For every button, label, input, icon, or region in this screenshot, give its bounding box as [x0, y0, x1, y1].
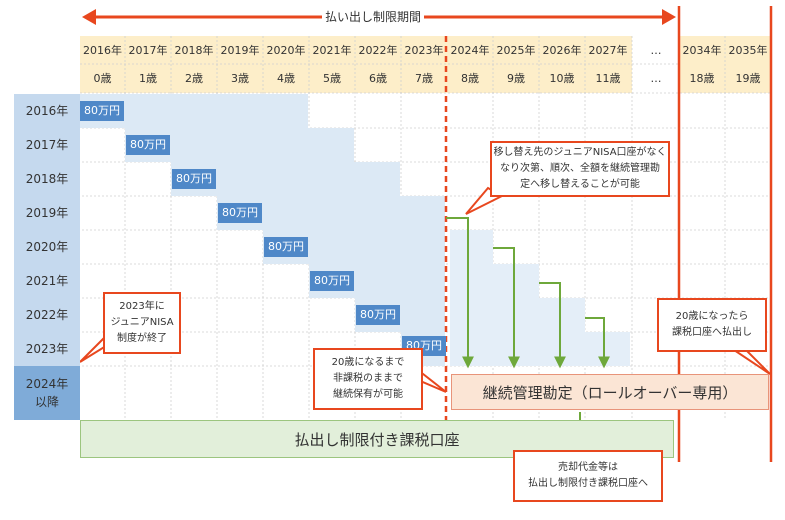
callout-tax-free-line2: 非課税のままで	[332, 373, 403, 384]
header-background	[80, 36, 632, 93]
callout-end-line3: 制度が終了	[116, 333, 167, 344]
year-2034: 2034年	[682, 44, 722, 57]
callout-end: 2023年に ジュニアNISA 制度が終了	[103, 292, 181, 354]
age-6: 6歳	[369, 72, 387, 85]
amount-2020: 80万円	[264, 237, 308, 257]
callout-transfer-line1: 移し替え先のジュニアNISA口座がなく	[493, 147, 667, 158]
age-ellipsis: …	[650, 72, 662, 85]
callout-transfer-line2: なり次第、順次、全額を継続管理勘	[499, 163, 660, 174]
rollover-account-label: 継続管理勘定（ロールオーバー専用）	[482, 383, 738, 402]
callout-transfer-line3: 定へ移し替えることが可能	[520, 179, 640, 190]
callout-tax-free: 20歳になるまで 非課税のままで 継続保有が可能	[313, 348, 423, 410]
row-label-2017: 2017年	[14, 128, 80, 162]
callout-age20-line1: 20歳になったら	[675, 311, 749, 322]
callout-end-line1: 2023年に	[119, 301, 165, 312]
amount-2021: 80万円	[310, 271, 354, 291]
age-0: 0歳	[93, 72, 112, 85]
callout-tax-free-line3: 継続保有が可能	[332, 389, 403, 400]
age-7: 7歳	[415, 72, 433, 85]
row-label-2020: 2020年	[14, 230, 80, 264]
amount-2022: 80万円	[356, 305, 400, 325]
row-label-2016: 2016年	[14, 94, 80, 128]
callout-age20-line2: 課税口座へ払出し	[672, 327, 752, 338]
year-2026: 2026年	[542, 44, 582, 57]
age-9: 9歳	[507, 72, 525, 85]
amount-2017: 80万円	[126, 135, 170, 155]
age-19: 19歳	[735, 72, 761, 85]
rollover-account-box: 継続管理勘定（ロールオーバー専用）	[451, 374, 769, 410]
callout-sale-line2: 払出し制限付き課税口座へ	[528, 478, 648, 489]
year-2023: 2023年	[404, 44, 444, 57]
holding-blocks	[80, 94, 445, 366]
age-5: 5歳	[323, 72, 341, 85]
age-2: 2歳	[185, 72, 203, 85]
row-label-2021: 2021年	[14, 264, 80, 298]
row-label-onward: 以降	[34, 395, 59, 409]
row-label-2019: 2019年	[14, 196, 80, 230]
callout-sale-line1: 売却代金等は	[558, 462, 618, 473]
restricted-account-box: 払出し制限付き課税口座	[80, 420, 674, 458]
age-4: 4歳	[277, 72, 295, 85]
row-label-2024: 2024年	[25, 377, 69, 391]
year-ellipsis: …	[650, 44, 662, 57]
age-8: 8歳	[461, 72, 479, 85]
amount-2019: 80万円	[218, 203, 262, 223]
year-2019: 2019年	[220, 44, 260, 57]
rollover-blocks	[450, 230, 630, 366]
year-2016: 2016年	[83, 44, 122, 57]
callout-end-line2: ジュニアNISA	[110, 317, 174, 328]
year-2017: 2017年	[128, 44, 168, 57]
row-label-2018: 2018年	[14, 162, 80, 196]
age-11: 11歳	[595, 72, 621, 85]
callout-tax-free-line1: 20歳になるまで	[331, 357, 405, 368]
year-2035: 2035年	[728, 44, 768, 57]
period-label: 払い出し制限期間	[322, 9, 425, 25]
callout-age20: 20歳になったら 課税口座へ払出し	[657, 298, 767, 352]
year-2025: 2025年	[496, 44, 536, 57]
callout-sale: 売却代金等は 払出し制限付き課税口座へ	[513, 450, 663, 502]
age-1: 1歳	[139, 72, 157, 85]
row-label-2022: 2022年	[14, 298, 80, 332]
amount-2016: 80万円	[80, 101, 124, 121]
age-3: 3歳	[231, 72, 249, 85]
age-18: 18歳	[689, 72, 715, 85]
row-label-2024-onward: 2024年 以降	[14, 366, 80, 420]
row-label-2023: 2023年	[14, 332, 80, 366]
year-2024: 2024年	[450, 44, 490, 57]
callout-transfer: 移し替え先のジュニアNISA口座がなく なり次第、順次、全額を継続管理勘 定へ移…	[490, 141, 670, 197]
restricted-account-label: 払出し制限付き課税口座	[294, 430, 460, 449]
age-10: 10歳	[549, 72, 575, 85]
rollover-arrows	[446, 217, 610, 438]
year-2020: 2020年	[266, 44, 306, 57]
year-2027: 2027年	[588, 44, 628, 57]
year-2018: 2018年	[174, 44, 214, 57]
year-2022: 2022年	[358, 44, 398, 57]
year-2021: 2021年	[312, 44, 352, 57]
amount-2018: 80万円	[172, 169, 216, 189]
